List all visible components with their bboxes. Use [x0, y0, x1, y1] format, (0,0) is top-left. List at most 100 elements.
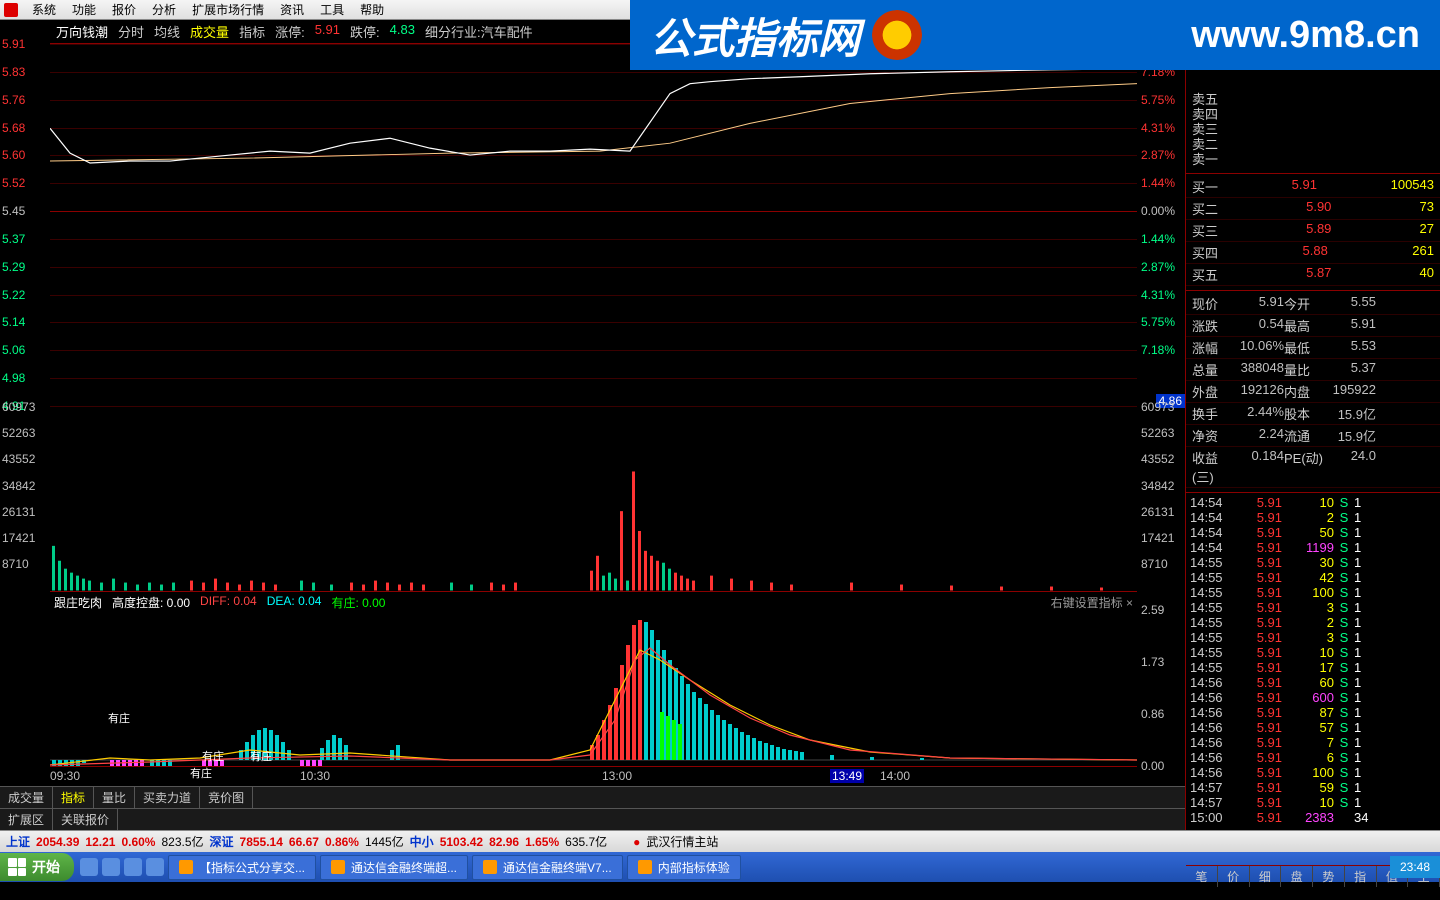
menu-item[interactable]: 分析: [144, 3, 184, 17]
trade-row: 14:565.91600S1: [1186, 690, 1440, 705]
banner-url: www.9m8.cn: [1191, 14, 1420, 57]
menu-item[interactable]: 功能: [64, 3, 104, 17]
side-tab[interactable]: 指: [1345, 866, 1377, 887]
hdr-zhibiao[interactable]: 指标: [239, 22, 265, 41]
side-tab[interactable]: 笔: [1186, 866, 1218, 887]
taskbar-item[interactable]: 【指标公式分享交...: [168, 855, 316, 880]
sell-label: 卖二: [1192, 137, 1434, 152]
y-label-left: 5.83: [2, 65, 25, 79]
sell-label: 卖三: [1192, 122, 1434, 137]
hdr-cjl[interactable]: 成交量: [190, 22, 229, 41]
taskbar-item[interactable]: 通达信金融终端超...: [320, 855, 468, 880]
quote-row: 涨幅10.06%最低5.53: [1186, 337, 1440, 359]
status-item: 中小: [410, 833, 434, 850]
hdr-junxian[interactable]: 均线: [154, 22, 180, 41]
y-label-left: 5.91: [2, 37, 25, 51]
ind-marker-label: 有庄: [108, 710, 130, 726]
trade-row: 14:575.9110S1: [1186, 795, 1440, 810]
vol-y-label: 8710: [2, 557, 29, 571]
quote-row: 总量388048量比5.37: [1186, 359, 1440, 381]
quote-row: 收益(三)0.184PE(动)24.0: [1186, 447, 1440, 488]
y-label-right: 1.44%: [1141, 176, 1175, 190]
menu-item[interactable]: 帮助: [352, 3, 392, 17]
ql-icon[interactable]: [102, 858, 120, 876]
quick-launch: [80, 858, 164, 876]
tab-item[interactable]: 买卖力道: [135, 787, 200, 808]
menu-item[interactable]: 扩展市场行情: [184, 3, 272, 17]
trade-row: 14:565.9160S1: [1186, 675, 1440, 690]
menu-item[interactable]: 资讯: [272, 3, 312, 17]
vol-y-label: 8710: [1141, 557, 1168, 571]
status-item: 82.96: [489, 835, 519, 849]
y-label-left: 5.06: [2, 343, 25, 357]
ql-icon[interactable]: [80, 858, 98, 876]
bottom-tabs-1: 成交量指标量比买卖力道竞价图: [0, 786, 1185, 808]
tab-item[interactable]: 竞价图: [200, 787, 253, 808]
banner-title: 公式指标网: [650, 5, 860, 66]
ql-icon[interactable]: [124, 858, 142, 876]
y-label-right: 1.44%: [1141, 232, 1175, 246]
trade-row: 14:565.9157S1: [1186, 720, 1440, 735]
side-panel: 卖五卖四卖三卖二卖一 买一5.91100543买二5.9073买三5.8927买…: [1185, 20, 1440, 830]
tab-item[interactable]: 关联报价: [53, 809, 118, 830]
task-icon: [638, 860, 652, 874]
task-label: 【指标公式分享交...: [199, 859, 305, 876]
tab-item[interactable]: 扩展区: [0, 809, 53, 830]
price-chart[interactable]: 5.915.835.765.685.605.525.455.375.295.22…: [50, 43, 1137, 407]
volume-chart[interactable]: 6097352263435523484226131174218710 60973…: [50, 407, 1137, 592]
taskbar-item[interactable]: 通达信金融终端V7...: [472, 855, 623, 880]
indicator-hint[interactable]: 右键设置指标 ×: [1051, 594, 1133, 611]
ind-label: 高度控盘: 0.00: [112, 594, 190, 611]
status-item: 深证: [210, 833, 234, 850]
y-label-left: 4.98: [2, 371, 25, 385]
y-label-left: 5.29: [2, 260, 25, 274]
status-item: 上证: [6, 833, 30, 850]
ql-icon[interactable]: [146, 858, 164, 876]
start-button[interactable]: 开始: [0, 853, 74, 881]
side-tab[interactable]: 价: [1218, 866, 1250, 887]
quote-row: 外盘192126内盘195922: [1186, 381, 1440, 403]
indicator-chart[interactable]: 跟庄吃肉高度控盘: 0.00DIFF: 0.04DEA: 0.04有庄: 0.0…: [50, 592, 1137, 767]
trade-ticker[interactable]: 14:545.9110S114:545.912S114:545.9150S114…: [1186, 495, 1440, 865]
ind-label: 有庄: 0.00: [331, 594, 385, 611]
side-tab[interactable]: 势: [1313, 866, 1345, 887]
vol-y-label: 43552: [1141, 452, 1174, 466]
vol-y-label: 34842: [2, 479, 35, 493]
y-label-left: 5.37: [2, 232, 25, 246]
vol-y-label: 52263: [2, 426, 35, 440]
ind-y-label: 0.86: [1141, 707, 1164, 721]
hdr-up-value: 5.91: [315, 22, 340, 41]
bottom-tabs-2: 扩展区关联报价: [0, 808, 1185, 830]
task-icon: [483, 860, 497, 874]
tab-item[interactable]: 指标: [53, 787, 94, 808]
taskbar-item[interactable]: 内部指标体验: [627, 855, 741, 880]
hdr-fenshi[interactable]: 分时: [118, 22, 144, 41]
trade-row: 14:545.912S1: [1186, 510, 1440, 525]
sell-label: 卖一: [1192, 152, 1434, 167]
time-label: 14:00: [880, 769, 910, 783]
task-label: 通达信金融终端V7...: [503, 859, 612, 876]
menu-item[interactable]: 工具: [312, 3, 352, 17]
side-tab[interactable]: 盘: [1281, 866, 1313, 887]
system-tray[interactable]: 23:48: [1390, 856, 1440, 878]
start-label: 开始: [32, 857, 60, 877]
vol-y-label: 52263: [1141, 426, 1174, 440]
y-label-right: 7.18%: [1141, 343, 1175, 357]
y-label-right: 4.31%: [1141, 288, 1175, 302]
y-label-right: 0.00%: [1141, 204, 1175, 218]
trade-row: 14:555.9110S1: [1186, 645, 1440, 660]
side-tab[interactable]: 细: [1250, 866, 1282, 887]
menu-item[interactable]: 系统: [24, 3, 64, 17]
vol-y-label: 60973: [2, 400, 35, 414]
menu-item[interactable]: 报价: [104, 3, 144, 17]
ind-y-label: 0.00: [1141, 759, 1164, 773]
vol-y-label: 26131: [2, 505, 35, 519]
y-label-left: 5.45: [2, 204, 25, 218]
trade-row: 14:555.91100S1: [1186, 585, 1440, 600]
tab-item[interactable]: 成交量: [0, 787, 53, 808]
hdr-industry: 细分行业:汽车配件: [425, 22, 533, 41]
windows-icon: [8, 858, 26, 876]
tab-item[interactable]: 量比: [94, 787, 135, 808]
y-label-left: 5.22: [2, 288, 25, 302]
status-item: 1445亿: [365, 833, 404, 850]
